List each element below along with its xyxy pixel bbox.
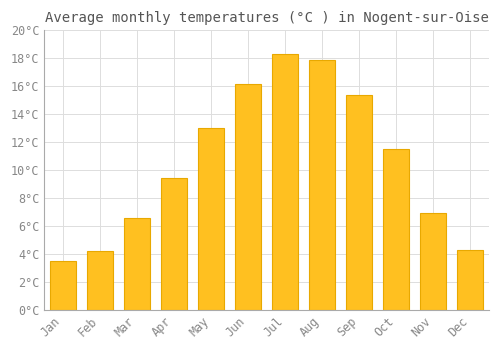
- Bar: [346, 95, 372, 310]
- Bar: [420, 214, 446, 310]
- Bar: [310, 60, 335, 310]
- Bar: [458, 250, 483, 310]
- Title: Average monthly temperatures (°C ) in Nogent-sur-Oise: Average monthly temperatures (°C ) in No…: [44, 11, 488, 25]
- Bar: [87, 251, 113, 310]
- Bar: [235, 84, 261, 310]
- Bar: [384, 149, 409, 310]
- Bar: [124, 218, 150, 310]
- Bar: [272, 54, 298, 310]
- Bar: [50, 261, 76, 310]
- Bar: [161, 178, 187, 310]
- Bar: [198, 128, 224, 310]
